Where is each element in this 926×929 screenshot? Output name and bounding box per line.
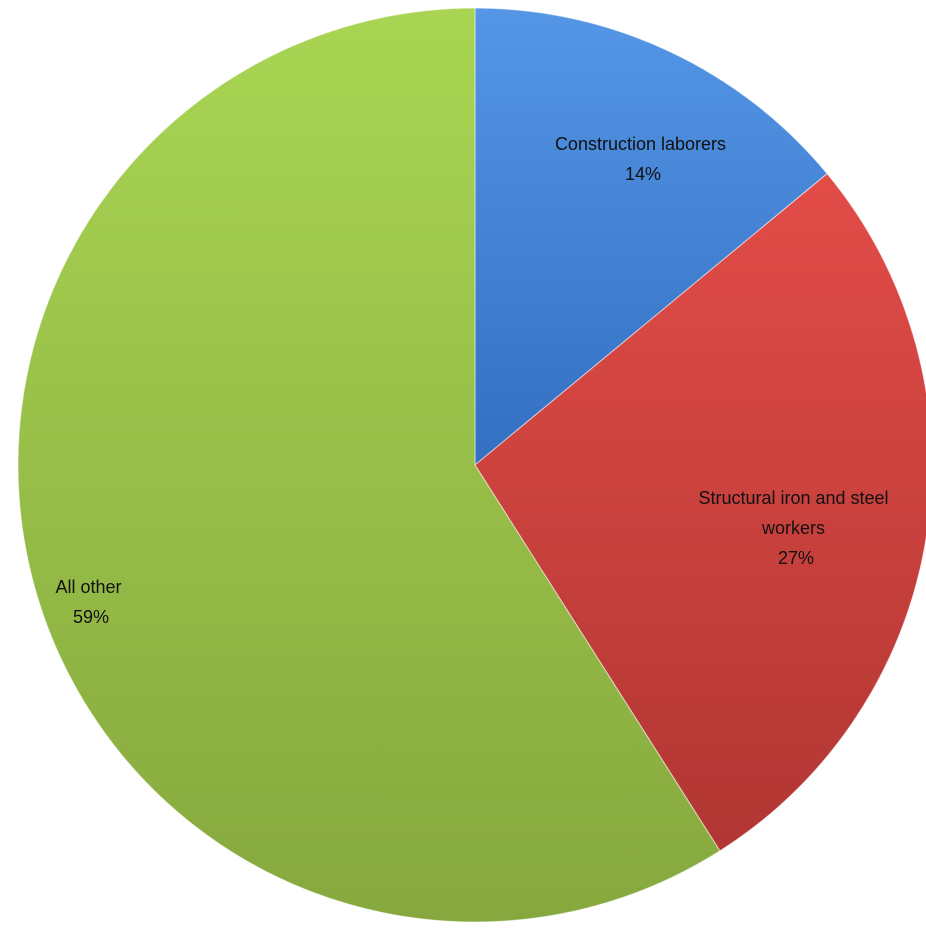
- slice-percent-structural-iron-steel-workers: 27%: [778, 548, 814, 568]
- slice-label-construction-laborers: Construction laborers 14%: [555, 134, 731, 184]
- slice-label-structural-iron-steel-workers: Structural iron and steel workers 27%: [698, 488, 893, 568]
- slice-category-structural-iron-steel-workers-line1: Structural iron and steel: [698, 488, 888, 508]
- slice-percent-construction-laborers: 14%: [625, 164, 661, 184]
- slice-category-structural-iron-steel-workers-line2: workers: [761, 518, 825, 538]
- pie-slice-structural-iron-and-steel-workers: [474, 172, 926, 852]
- slice-label-all-other: All other 59%: [55, 577, 126, 627]
- pie-slices: [17, 7, 926, 923]
- slice-category-all-other: All other: [55, 577, 121, 597]
- pie-slice-construction-laborers: [474, 7, 828, 467]
- slice-category-construction-laborers: Construction laborers: [555, 134, 726, 154]
- pie-labels: Construction laborers 14% Structural iro…: [55, 134, 893, 627]
- slice-percent-all-other: 59%: [73, 607, 109, 627]
- pie-slice-all-other: [17, 7, 721, 923]
